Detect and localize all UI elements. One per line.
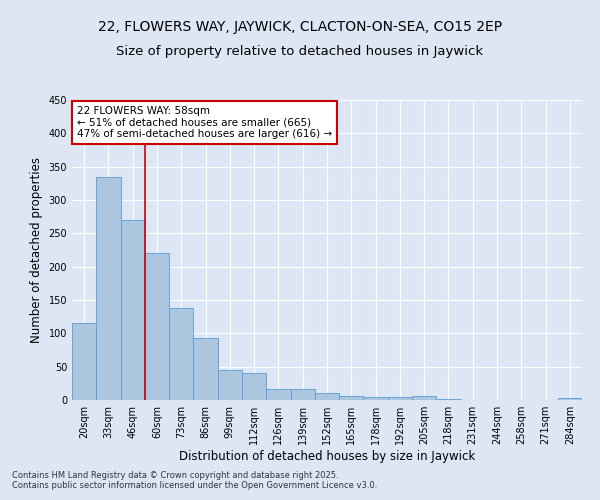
Bar — [290, 390, 315, 400]
Bar — [364, 396, 388, 400]
Y-axis label: Number of detached properties: Number of detached properties — [30, 157, 43, 343]
Text: 22, FLOWERS WAY, JAYWICK, CLACTON-ON-SEA, CO15 2EP: 22, FLOWERS WAY, JAYWICK, CLACTON-ON-SEA… — [98, 20, 502, 34]
Bar — [193, 338, 218, 400]
Bar — [96, 176, 121, 400]
Bar — [266, 388, 290, 400]
Bar — [72, 324, 96, 400]
Bar — [121, 220, 145, 400]
X-axis label: Distribution of detached houses by size in Jaywick: Distribution of detached houses by size … — [179, 450, 475, 463]
Bar — [339, 396, 364, 400]
Bar — [145, 254, 169, 400]
Bar — [388, 396, 412, 400]
Text: Contains HM Land Registry data © Crown copyright and database right 2025.
Contai: Contains HM Land Registry data © Crown c… — [12, 470, 377, 490]
Bar — [412, 396, 436, 400]
Bar — [242, 374, 266, 400]
Text: 22 FLOWERS WAY: 58sqm
← 51% of detached houses are smaller (665)
47% of semi-det: 22 FLOWERS WAY: 58sqm ← 51% of detached … — [77, 106, 332, 139]
Bar — [218, 370, 242, 400]
Text: Size of property relative to detached houses in Jaywick: Size of property relative to detached ho… — [116, 45, 484, 58]
Bar — [169, 308, 193, 400]
Bar — [558, 398, 582, 400]
Bar — [315, 394, 339, 400]
